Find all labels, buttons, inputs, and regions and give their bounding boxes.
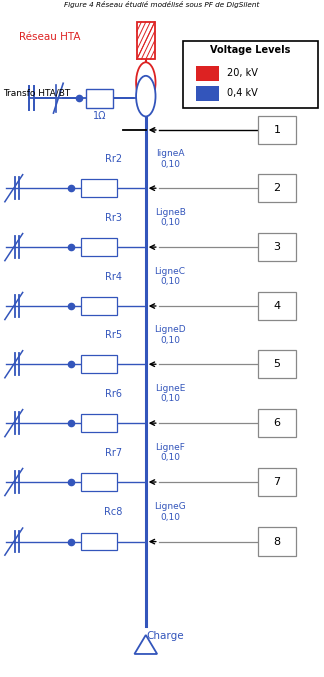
Text: Rc8: Rc8 xyxy=(104,507,122,517)
Bar xyxy=(196,66,219,81)
Text: LigneD
0,10: LigneD 0,10 xyxy=(154,326,186,345)
Text: 20, kV: 20, kV xyxy=(227,68,258,78)
Text: Rr5: Rr5 xyxy=(105,330,122,340)
Text: LigneC
0,10: LigneC 0,10 xyxy=(155,267,186,286)
Text: LigneE
0,10: LigneE 0,10 xyxy=(155,384,185,403)
Text: Rr2: Rr2 xyxy=(105,154,122,164)
FancyBboxPatch shape xyxy=(258,527,296,556)
Text: Charge: Charge xyxy=(146,631,184,641)
Text: LigneG
0,10: LigneG 0,10 xyxy=(154,502,186,521)
Bar xyxy=(81,533,117,550)
Text: 0,4 kV: 0,4 kV xyxy=(227,89,258,98)
Text: Rr6: Rr6 xyxy=(105,389,122,399)
Text: 8: 8 xyxy=(273,537,281,546)
Text: Figure 4 Réseau étudié modélisé sous PF de DigSilent: Figure 4 Réseau étudié modélisé sous PF … xyxy=(64,1,260,8)
Text: Transfo HTA/BT: Transfo HTA/BT xyxy=(3,89,71,98)
Bar xyxy=(86,89,113,108)
Bar xyxy=(81,297,117,315)
FancyBboxPatch shape xyxy=(258,409,296,437)
Text: 5: 5 xyxy=(273,359,281,369)
FancyBboxPatch shape xyxy=(258,468,296,496)
FancyBboxPatch shape xyxy=(258,174,296,202)
Bar xyxy=(196,86,219,101)
Text: 4: 4 xyxy=(273,301,281,311)
Text: 3: 3 xyxy=(273,242,281,252)
Text: 1Ω: 1Ω xyxy=(93,111,106,121)
Bar xyxy=(137,22,155,60)
Text: 7: 7 xyxy=(273,477,281,487)
Bar xyxy=(81,355,117,373)
Text: LigneF
0,10: LigneF 0,10 xyxy=(155,443,185,462)
Text: Rr7: Rr7 xyxy=(105,447,122,458)
Text: LigneB
0,10: LigneB 0,10 xyxy=(155,208,186,227)
Circle shape xyxy=(136,76,156,116)
FancyBboxPatch shape xyxy=(258,116,296,144)
FancyBboxPatch shape xyxy=(258,233,296,261)
Text: 2: 2 xyxy=(273,183,281,193)
Text: Rr3: Rr3 xyxy=(105,213,122,223)
Bar xyxy=(81,473,117,491)
Text: Rr4: Rr4 xyxy=(105,271,122,282)
Circle shape xyxy=(136,62,156,103)
Text: ligneA
0,10: ligneA 0,10 xyxy=(156,150,184,169)
FancyBboxPatch shape xyxy=(183,41,318,108)
Text: Réseau HTA: Réseau HTA xyxy=(19,32,81,42)
FancyBboxPatch shape xyxy=(258,292,296,320)
Bar xyxy=(81,179,117,197)
Text: 1: 1 xyxy=(273,125,281,135)
Text: 6: 6 xyxy=(273,418,281,428)
Bar xyxy=(81,414,117,432)
Text: Voltage Levels: Voltage Levels xyxy=(210,45,291,56)
Bar xyxy=(81,238,117,256)
FancyBboxPatch shape xyxy=(258,350,296,378)
